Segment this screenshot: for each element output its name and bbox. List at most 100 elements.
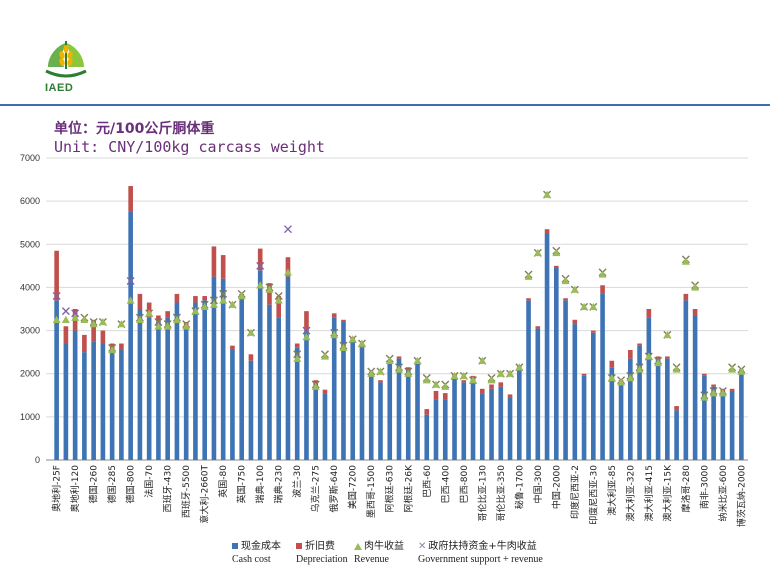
bar-depreciation — [82, 334, 87, 353]
bar-cash-cost — [461, 382, 467, 460]
revenue-marker — [543, 190, 552, 198]
bar-depreciation — [91, 319, 96, 342]
x-tick-label: 奥地利-25F — [51, 465, 63, 512]
bar-cash-cost — [692, 315, 698, 460]
legend-revenue-triangle-icon — [354, 542, 362, 550]
revenue-marker — [385, 356, 394, 364]
x-tick-label: 澳大利亚-15K — [661, 464, 673, 522]
revenue-marker — [126, 296, 135, 304]
bar-cash-cost — [119, 349, 124, 460]
bar-cash-cost — [313, 384, 319, 460]
revenue-marker — [635, 365, 644, 373]
y-tick-label: 3000 — [20, 326, 40, 336]
bar-cash-cost — [183, 326, 189, 460]
bar-cash-cost — [637, 345, 642, 460]
bar-cash-cost — [285, 276, 291, 460]
revenue-marker — [172, 315, 181, 323]
x-tick-label: 英国-750 — [236, 465, 248, 504]
logo-text: IAED — [45, 82, 74, 94]
bar-cash-cost — [230, 349, 235, 460]
bar-cash-cost — [304, 330, 309, 460]
bar-cash-cost — [267, 304, 272, 460]
bar-cash-cost — [341, 321, 346, 460]
header-rule — [0, 104, 770, 106]
bar-cash-cost — [128, 211, 133, 460]
bar-depreciation — [433, 390, 439, 400]
revenue-marker — [256, 281, 265, 289]
bar-depreciation — [655, 356, 661, 359]
bar-depreciation — [591, 330, 596, 333]
revenue-marker — [681, 257, 690, 265]
bar-cash-cost — [591, 332, 596, 460]
bar-depreciation — [692, 309, 698, 316]
bar-cash-cost — [433, 399, 439, 460]
revenue-marker — [71, 313, 80, 321]
bar-cash-cost — [683, 300, 689, 460]
government-support-marker — [274, 292, 283, 301]
revenue-marker — [663, 330, 672, 339]
bar-depreciation — [526, 298, 531, 301]
x-tick-label: 乌克兰-275 — [310, 465, 322, 512]
bar-depreciation — [202, 296, 207, 301]
bar-cash-cost — [563, 300, 568, 460]
bar-depreciation — [729, 388, 735, 391]
x-tick-label: 博茨瓦纳-2000 — [735, 465, 747, 527]
bar-cash-cost — [137, 309, 143, 460]
bar-cash-cost — [646, 317, 652, 460]
bar-depreciation — [442, 393, 448, 400]
revenue-marker — [283, 268, 292, 276]
bar-depreciation — [128, 186, 133, 212]
bar-cash-cost — [405, 369, 411, 460]
bar-cash-cost — [331, 317, 337, 460]
bar-depreciation — [396, 356, 402, 359]
revenue-marker — [644, 352, 653, 360]
revenue-marker — [469, 376, 478, 384]
y-tick-label: 4000 — [20, 282, 40, 292]
revenue-marker — [293, 354, 302, 362]
bar-cash-cost — [720, 390, 726, 460]
x-tick-label: 澳大利亚-415 — [643, 465, 655, 521]
revenue-marker — [182, 322, 191, 330]
legend-rev-en: Revenue — [354, 554, 389, 565]
revenue-marker — [487, 376, 496, 384]
bar-cash-cost — [211, 276, 217, 460]
y-tick-label: 7000 — [20, 153, 40, 163]
x-tick-label: 哥伦比亚-350 — [495, 465, 507, 522]
revenue-marker — [533, 248, 542, 257]
revenue-marker — [357, 339, 366, 347]
bar-cash-cost — [489, 388, 494, 460]
revenue-marker — [367, 369, 376, 377]
bar-depreciation — [489, 384, 494, 389]
bar-cash-cost — [702, 375, 707, 460]
y-axis: 0 1000 2000 3000 4000 5000 6000 7000 — [20, 153, 40, 465]
bar-depreciation — [461, 380, 467, 383]
bar-cash-cost — [498, 386, 504, 460]
bar-depreciation — [609, 360, 615, 368]
bar-depreciation — [322, 389, 328, 394]
bar-depreciation — [498, 382, 504, 387]
bar-depreciation — [294, 343, 300, 348]
revenue-marker — [135, 315, 144, 323]
bar-cash-cost — [415, 362, 420, 460]
bar-cash-cost — [156, 321, 161, 460]
legend-dep-en: Depreciation — [296, 554, 348, 565]
x-tick-label: 法国-70 — [143, 465, 155, 498]
bar-depreciation — [63, 326, 69, 344]
bar-cash-cost — [174, 302, 180, 460]
x-tick-label: 印度尼西亚-2 — [569, 465, 581, 519]
government-support-marker — [71, 309, 80, 318]
bar-depreciation — [581, 373, 587, 376]
bar-cash-cost — [202, 300, 207, 460]
bar-depreciation — [711, 384, 716, 387]
revenue-marker — [496, 369, 505, 377]
revenue-marker — [709, 389, 718, 397]
bar-depreciation — [378, 380, 383, 383]
bar-depreciation — [646, 309, 652, 318]
bar-depreciation — [674, 406, 679, 411]
bar-cash-cost — [368, 373, 374, 460]
bar-depreciation — [507, 394, 513, 398]
x-tick-label: 西班牙-5500 — [180, 465, 192, 518]
bar-cash-cost — [109, 352, 115, 460]
bar-cash-cost — [665, 358, 670, 460]
x-tick-label: 德国-800 — [125, 465, 137, 504]
